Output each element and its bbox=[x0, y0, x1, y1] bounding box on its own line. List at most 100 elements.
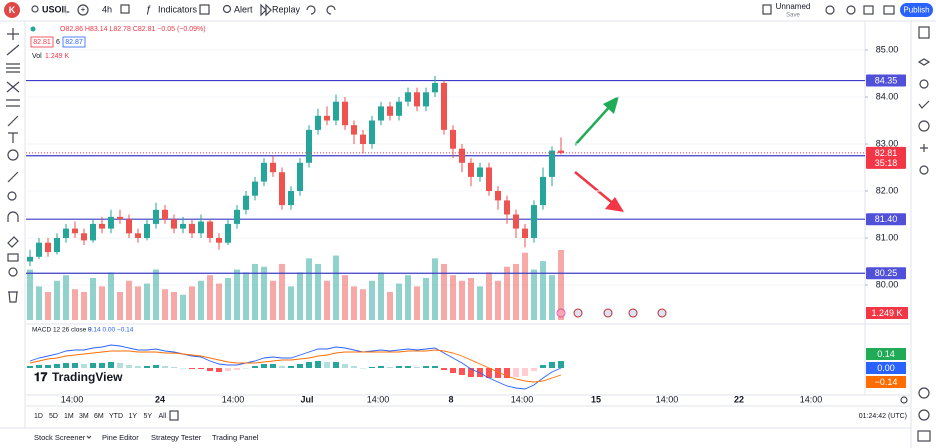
candle-body bbox=[72, 228, 78, 234]
event-markers bbox=[556, 308, 667, 318]
macd-histogram-bar bbox=[36, 365, 42, 368]
undo[interactable] bbox=[306, 5, 316, 15]
macd-histogram-bar bbox=[540, 365, 546, 368]
lock-tool[interactable] bbox=[7, 253, 19, 262]
ideas-button[interactable] bbox=[920, 144, 928, 152]
clock: 01:24:42 (UTC) bbox=[859, 413, 907, 420]
magnet-tool[interactable] bbox=[7, 211, 19, 222]
trendline-tool[interactable] bbox=[6, 44, 20, 56]
indicators-button[interactable]: Indicators bbox=[158, 4, 198, 14]
macd-line bbox=[29, 344, 562, 390]
macd-histogram-bar bbox=[27, 366, 33, 368]
watchlist-button[interactable] bbox=[918, 26, 930, 39]
bid-box[interactable] bbox=[30, 36, 54, 48]
bottom-tab[interactable]: Pine Editor bbox=[102, 433, 139, 442]
range-button[interactable]: 1M bbox=[64, 413, 74, 420]
goto-date[interactable] bbox=[169, 410, 179, 421]
emoji-tool[interactable] bbox=[7, 149, 19, 161]
redo[interactable] bbox=[326, 5, 336, 15]
ruler-tool[interactable] bbox=[7, 171, 19, 183]
alert-button[interactable]: Alert bbox=[234, 4, 253, 14]
volume-bar bbox=[522, 252, 528, 320]
compare-button[interactable] bbox=[77, 4, 89, 16]
replay-button[interactable]: Replay bbox=[272, 4, 301, 14]
settings-button[interactable] bbox=[846, 5, 856, 15]
macd-legend: MACD 12 26 close 9 bbox=[32, 327, 92, 334]
range-button[interactable]: 5D bbox=[49, 413, 58, 420]
macd-histogram-bar bbox=[54, 364, 60, 368]
visibility-tool[interactable] bbox=[8, 267, 18, 277]
volume-bar bbox=[495, 280, 501, 320]
fib-tool[interactable] bbox=[6, 63, 20, 73]
volume-bar bbox=[297, 272, 303, 320]
data-window-button[interactable] bbox=[918, 100, 930, 109]
crosshair-tool[interactable] bbox=[7, 28, 19, 40]
notifications-button[interactable] bbox=[918, 409, 930, 421]
delete-tool[interactable] bbox=[8, 291, 18, 303]
macd-histogram-bar bbox=[558, 361, 564, 368]
volume-bar bbox=[432, 258, 438, 320]
fullscreen-button[interactable] bbox=[863, 5, 874, 15]
level-label-box bbox=[866, 267, 906, 280]
macd-histogram-bar bbox=[225, 368, 231, 371]
volume-bar bbox=[243, 272, 249, 320]
range-button[interactable]: YTD bbox=[109, 413, 123, 420]
bottom-tab[interactable]: Strategy Tester bbox=[151, 433, 202, 442]
volume-bar bbox=[486, 272, 492, 320]
chat-button[interactable] bbox=[918, 120, 930, 132]
event-marker[interactable] bbox=[657, 308, 667, 318]
bottom-tab[interactable]: Stock Screener bbox=[34, 433, 86, 442]
help-button[interactable] bbox=[917, 430, 931, 442]
level-label: 80.25 bbox=[875, 268, 898, 278]
macd-histogram-bar bbox=[504, 368, 510, 378]
chart-type-icon[interactable] bbox=[120, 4, 130, 14]
candle-body bbox=[486, 167, 492, 191]
volume-bar bbox=[360, 289, 366, 320]
range-button[interactable]: 1Y bbox=[129, 413, 138, 420]
macd-histogram-bar bbox=[468, 368, 474, 377]
macd-histogram-bar bbox=[306, 362, 312, 368]
publish-button[interactable] bbox=[900, 3, 933, 17]
pattern-tool[interactable] bbox=[6, 81, 20, 93]
candle-body bbox=[333, 101, 339, 121]
candle-body bbox=[351, 125, 357, 135]
volume-bar bbox=[279, 263, 285, 320]
prediction-tool[interactable] bbox=[6, 99, 20, 107]
news-button[interactable] bbox=[919, 165, 929, 175]
range-button[interactable]: 1D bbox=[34, 413, 43, 420]
interval[interactable]: 4h bbox=[102, 4, 112, 14]
candle-body bbox=[252, 181, 258, 196]
last-price-label: 82.81 bbox=[875, 148, 898, 158]
text-tool[interactable] bbox=[8, 132, 18, 143]
candle-body bbox=[189, 223, 195, 234]
target-button[interactable] bbox=[918, 387, 930, 399]
candle-body bbox=[324, 115, 330, 121]
event-marker[interactable] bbox=[628, 308, 638, 318]
avatar[interactable] bbox=[4, 2, 20, 18]
level-label-box bbox=[866, 74, 906, 87]
alerts-button[interactable] bbox=[919, 79, 929, 89]
layout-name[interactable]: Unnamed bbox=[776, 2, 811, 11]
macd-histogram-bar bbox=[90, 363, 96, 368]
range-button[interactable]: 3M bbox=[79, 413, 89, 420]
brush-tool[interactable] bbox=[7, 115, 19, 127]
layers-button[interactable] bbox=[917, 58, 931, 66]
event-marker[interactable] bbox=[603, 308, 613, 318]
volume-bar bbox=[531, 269, 537, 320]
event-marker[interactable] bbox=[573, 308, 583, 318]
search-button[interactable] bbox=[825, 5, 835, 15]
range-button[interactable]: 5Y bbox=[144, 413, 153, 420]
bottom-tab[interactable]: Trading Panel bbox=[212, 433, 259, 442]
volume-bar bbox=[45, 291, 51, 320]
templates-icon[interactable] bbox=[199, 4, 210, 15]
zoom-tool[interactable] bbox=[7, 191, 17, 201]
range-button[interactable]: All bbox=[159, 413, 167, 420]
ask-box[interactable] bbox=[62, 36, 86, 48]
range-button[interactable]: 6M bbox=[94, 413, 104, 420]
symbol[interactable]: USOIL bbox=[42, 4, 70, 14]
drawing-mode[interactable] bbox=[7, 236, 19, 248]
axis-settings[interactable] bbox=[900, 396, 908, 404]
snapshot-button[interactable] bbox=[883, 5, 895, 15]
volume-bar bbox=[72, 289, 78, 320]
